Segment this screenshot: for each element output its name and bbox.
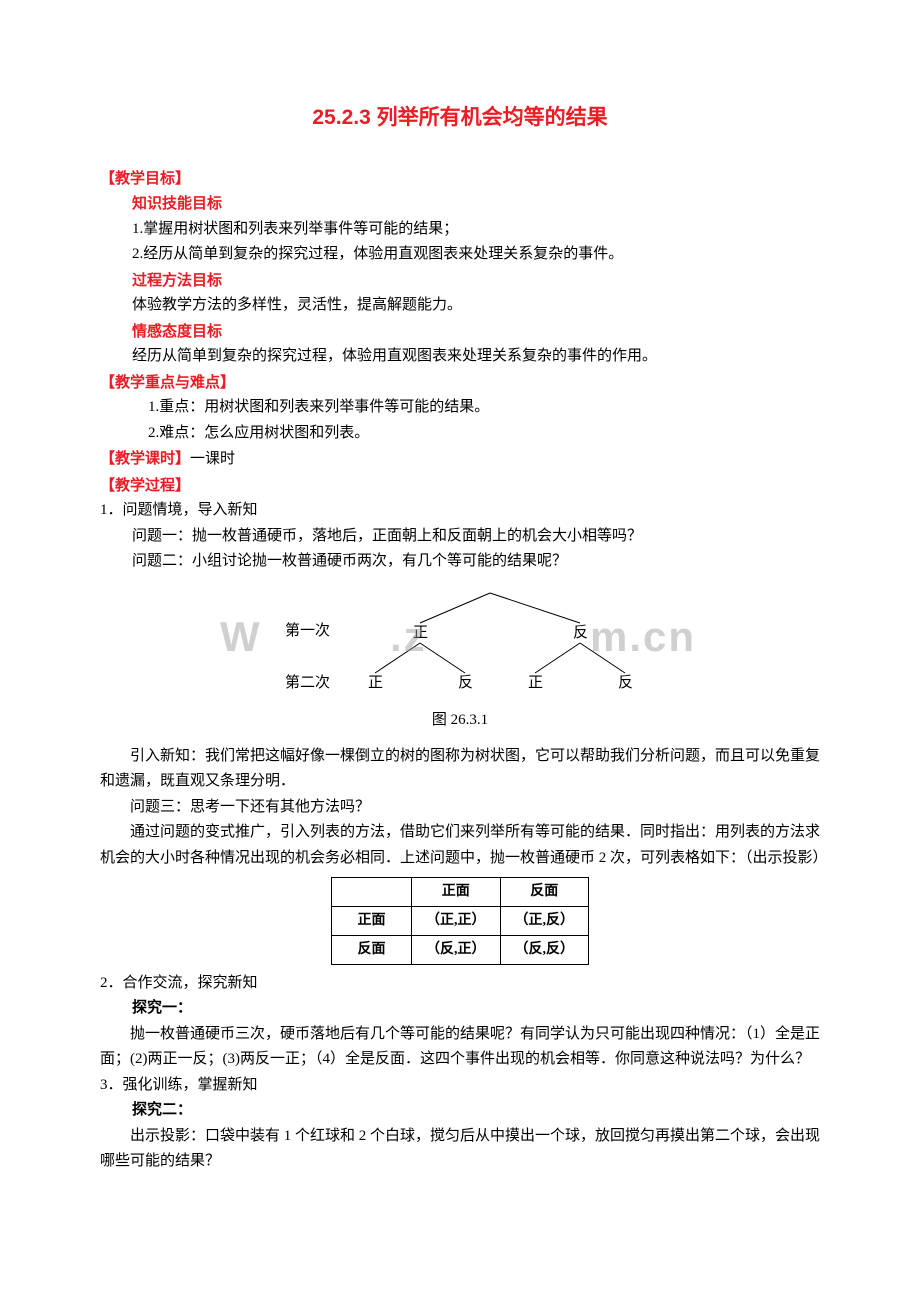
hours-line: 【教学课时】一课时 <box>100 446 820 473</box>
question-1: 问题一：抛一枚普通硬币，落地后，正面朝上和反面朝上的机会大小相等吗？ <box>132 524 820 550</box>
explore-1-title: 探究一： <box>132 996 820 1022</box>
emotion-text: 经历从简单到复杂的探究过程，体验用直观图表来处理关系复杂的事件的作用。 <box>132 344 820 370</box>
table-row: 正面 （正,正） （正,反） <box>332 906 589 935</box>
tree-second-label: 第二次 <box>285 673 330 691</box>
tree-edge <box>375 643 420 673</box>
knowledge-header: 知识技能目标 <box>132 191 820 217</box>
page-title: 25.2.3 列举所有机会均等的结果 <box>100 100 820 136</box>
tree-leaf-4: 反 <box>618 674 633 691</box>
emotion-header: 情感态度目标 <box>132 319 820 345</box>
outcomes-table: 正面 反面 正面 （正,正） （正,反） 反面 （反,正） （反,反） <box>331 877 589 964</box>
table-row-header: 正面 <box>332 906 412 935</box>
hours-value: 一课时 <box>190 451 235 467</box>
tree-edge <box>420 643 465 673</box>
explore-1-text: 抛一枚普通硬币三次，硬币落地后有几个等可能的结果呢？有同学认为只可能出现四种情况… <box>100 1022 820 1073</box>
table-row: 反面 （反,正） （反,反） <box>332 935 589 964</box>
focus-line-2: 2.难点：怎么应用树状图和列表。 <box>148 421 820 447</box>
table-header-blank <box>332 878 412 907</box>
tree-leaf-3: 正 <box>528 675 543 691</box>
table-row-header: 反面 <box>332 935 412 964</box>
tree-leaf-1: 正 <box>368 675 383 691</box>
section-objectives-header: 【教学目标】 <box>100 166 820 192</box>
step-3-title: 3．强化训练，掌握新知 <box>100 1073 820 1099</box>
table-cell: （反,正） <box>412 935 501 964</box>
step-2-title: 2．合作交流，探究新知 <box>100 971 820 997</box>
tree-edge <box>580 643 625 673</box>
knowledge-line-1: 1.掌握用树状图和列表来列举事件等可能的结果； <box>132 217 820 243</box>
tree-edge <box>535 643 580 673</box>
table-header-heads: 正面 <box>412 878 501 907</box>
table-cell: （正,反） <box>500 906 589 935</box>
tree-first-label: 第一次 <box>285 621 330 639</box>
question-2: 问题二：小组讨论抛一枚普通硬币两次，有几个等可能的结果呢？ <box>132 549 820 575</box>
section-focus-header: 【教学重点与难点】 <box>100 370 820 396</box>
table-row: 正面 反面 <box>332 878 589 907</box>
method-paragraph: 通过问题的变式推广，引入列表的方法，借助它们来列举所有等可能的结果．同时指出：用… <box>100 820 820 871</box>
tree-diagram: W .z m.cn 第一次 正 反 第二次 正 反 正 反 <box>100 585 820 705</box>
question-3: 问题三：思考一下还有其他方法吗？ <box>100 795 820 821</box>
step-1-title: 1．问题情境，导入新知 <box>100 498 820 524</box>
explore-2-text: 出示投影：口袋中装有 1 个红球和 2 个白球，搅匀后从中摸出一个球，放回搅匀再… <box>100 1124 820 1175</box>
tree-leaf-2: 反 <box>458 674 473 691</box>
explore-2-title: 探究二： <box>132 1098 820 1124</box>
table-cell: （反,反） <box>500 935 589 964</box>
process-text: 体验教学方法的多样性，灵活性，提高解题能力。 <box>132 293 820 319</box>
tree-edge <box>490 593 580 623</box>
tree-edge <box>420 593 490 623</box>
tree-caption: 图 26.3.1 <box>100 708 820 734</box>
section-steps-header: 【教学过程】 <box>100 473 820 499</box>
tree-svg: 第一次 正 反 第二次 正 反 正 反 <box>210 585 710 695</box>
tree-node-z: 正 <box>413 625 428 641</box>
focus-line-1: 1.重点：用树状图和列表来列举事件等可能的结果。 <box>148 395 820 421</box>
knowledge-line-2: 2.经历从简单到复杂的探究过程，体验用直观图表来处理关系复杂的事件。 <box>132 242 820 268</box>
process-header: 过程方法目标 <box>132 268 820 294</box>
intro-paragraph: 引入新知：我们常把这幅好像一棵倒立的树的图称为树状图，它可以帮助我们分析问题，而… <box>100 744 820 795</box>
table-header-tails: 反面 <box>500 878 589 907</box>
tree-node-f: 反 <box>573 624 588 641</box>
table-cell: （正,正） <box>412 906 501 935</box>
hours-header: 【教学课时】 <box>100 450 190 467</box>
